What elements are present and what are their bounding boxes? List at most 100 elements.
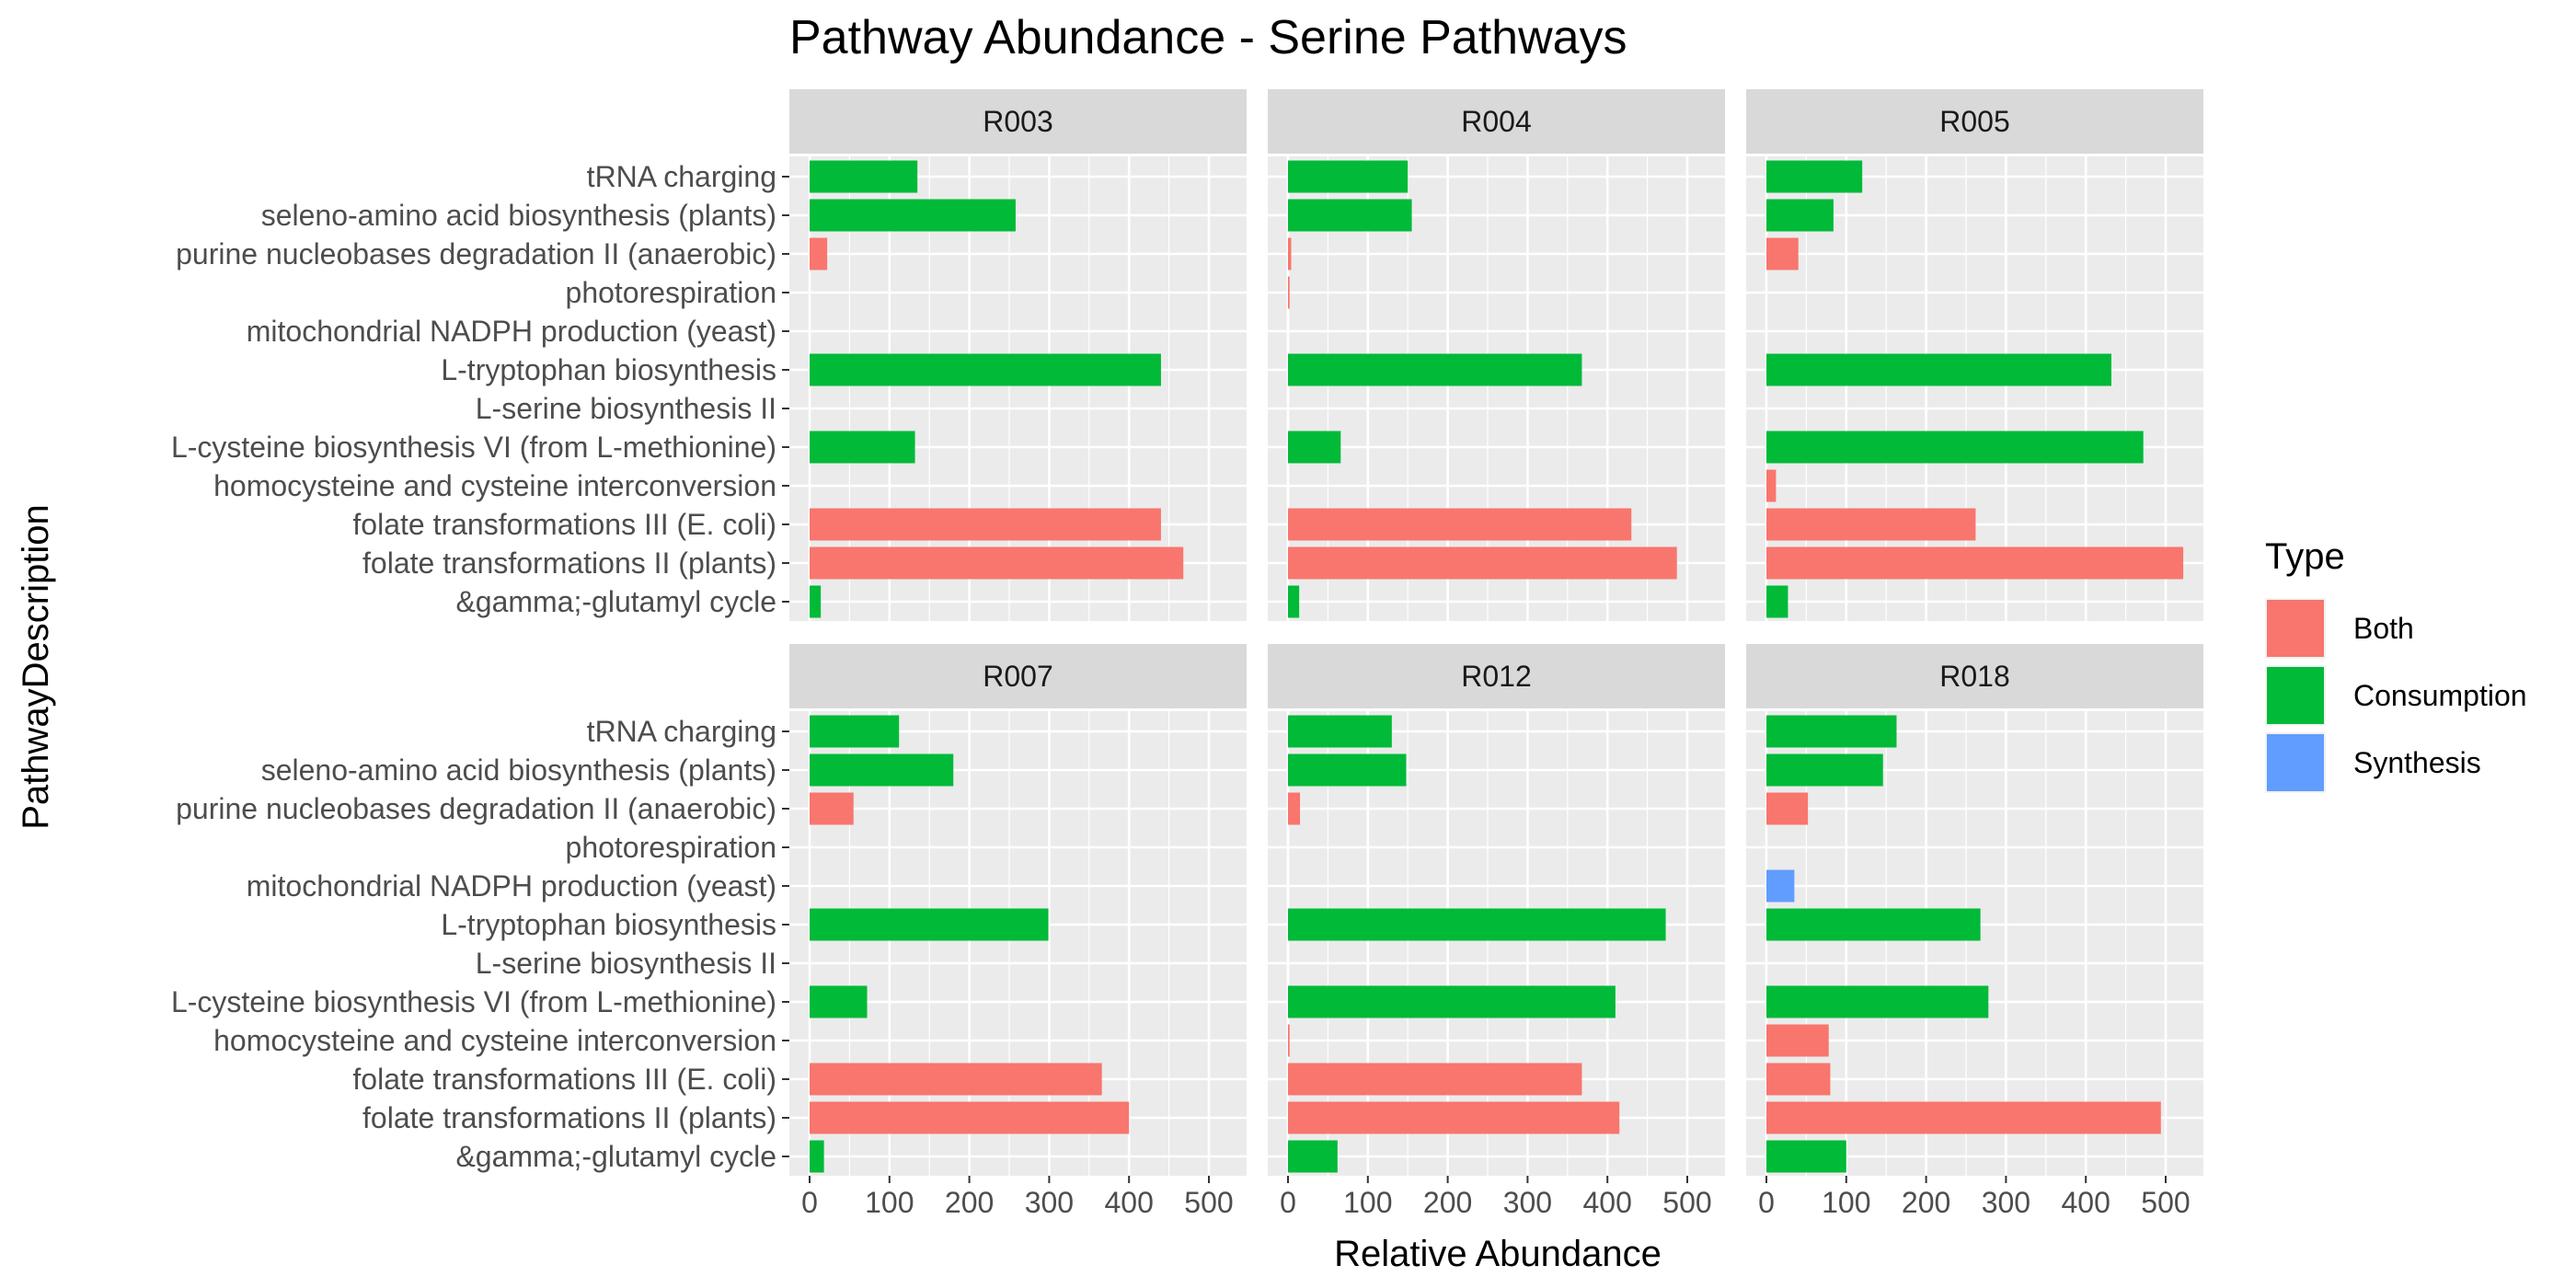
- bar-folate-transformations-ii-plants: [1288, 546, 1677, 580]
- plot-background: [1268, 156, 1725, 621]
- bar-trna-charging: [1288, 160, 1409, 193]
- bar-gamma-glutamyl-cycle: [1766, 585, 1788, 618]
- y-tick-label: L-tryptophan biosynthesis: [441, 908, 776, 941]
- bar-l-cysteine-biosynthesis-vi-from-l-methionine: [1288, 985, 1616, 1018]
- y-tick-label: folate transformations III (E. coli): [352, 508, 776, 541]
- y-tick-label: mitochondrial NADPH production (yeast): [247, 869, 776, 903]
- strip-label: R018: [1939, 660, 2010, 693]
- y-tick-label: tRNA charging: [587, 715, 776, 748]
- bar-l-tryptophan-biosynthesis: [1766, 353, 2111, 386]
- x-tick-label: 500: [2141, 1186, 2190, 1219]
- plot-background: [1746, 711, 2203, 1176]
- plot-background: [789, 156, 1247, 621]
- bar-seleno-amino-acid-biosynthesis-plants: [1288, 753, 1407, 787]
- bar-seleno-amino-acid-biosynthesis-plants: [1766, 199, 1834, 232]
- x-tick-label: 200: [1423, 1186, 1472, 1219]
- bar-purine-nucleobases-degradation-ii-anaerobic: [810, 792, 854, 825]
- bar-folate-transformations-iii-e-coli: [1288, 508, 1632, 541]
- panel-r004: R004: [1268, 89, 1725, 621]
- y-tick-label: &gamma;-glutamyl cycle: [455, 585, 776, 618]
- x-tick-label: 400: [1583, 1186, 1632, 1219]
- bar-folate-transformations-iii-e-coli: [1766, 1063, 1831, 1096]
- bar-gamma-glutamyl-cycle: [1766, 1140, 1846, 1173]
- plot-background: [1268, 711, 1725, 1176]
- y-tick-label: L-tryptophan biosynthesis: [441, 353, 776, 386]
- bar-folate-transformations-ii-plants: [1766, 546, 2184, 580]
- y-tick-label: L-serine biosynthesis II: [476, 947, 776, 980]
- facet-panels: R003 tRNA charging seleno-amino acid biosy…: [171, 89, 2203, 1219]
- strip-label: R003: [983, 105, 1053, 138]
- y-tick-label: photorespiration: [566, 276, 776, 309]
- x-tick-label: 0: [1280, 1186, 1296, 1219]
- bar-folate-transformations-iii-e-coli: [810, 1063, 1102, 1096]
- bar-trna-charging: [1288, 715, 1392, 748]
- y-axis-title: PathwayDescription: [16, 504, 56, 830]
- strip-background: [1268, 644, 1725, 708]
- chart-title: Pathway Abundance - Serine Pathways: [789, 11, 1627, 64]
- bar-homocysteine-and-cysteine-interconversion: [1766, 1024, 1829, 1057]
- x-tick-label: 0: [801, 1186, 818, 1219]
- panel-r018: R018 0 100 200 300 400 500: [1746, 644, 2203, 1219]
- x-tick-label: 300: [1503, 1186, 1552, 1219]
- panel-r007: R007 tRNA charging seleno-amino acid biosy…: [171, 644, 1247, 1219]
- bar-purine-nucleobases-degradation-ii-anaerobic: [1288, 237, 1292, 270]
- y-tick-label: mitochondrial NADPH production (yeast): [247, 315, 776, 348]
- y-tick-label: folate transformations III (E. coli): [352, 1063, 776, 1096]
- bar-purine-nucleobases-degradation-ii-anaerobic: [1766, 792, 1809, 825]
- y-tick-label: purine nucleobases degradation II (anaer…: [176, 237, 776, 270]
- legend-swatch-both: [2267, 600, 2324, 657]
- bar-mitochondrial-nadph-production-yeast: [1766, 869, 1795, 903]
- y-tick-label: seleno-amino acid biosynthesis (plants): [261, 753, 776, 787]
- bar-gamma-glutamyl-cycle: [1288, 1140, 1338, 1173]
- strip-background: [1746, 644, 2203, 708]
- panel-r003: R003 tRNA charging seleno-amino acid biosy…: [171, 89, 1247, 621]
- bar-l-tryptophan-biosynthesis: [1288, 908, 1666, 941]
- bar-homocysteine-and-cysteine-interconversion: [1766, 469, 1777, 502]
- legend-swatch-consumption: [2267, 667, 2324, 724]
- plot-background: [1746, 156, 2203, 621]
- bar-l-tryptophan-biosynthesis: [810, 353, 1161, 386]
- bar-seleno-amino-acid-biosynthesis-plants: [810, 753, 954, 787]
- panel-r012: R012 0 100 200 300 400 500: [1268, 644, 1725, 1219]
- x-tick-label: 400: [2062, 1186, 2110, 1219]
- x-tick-label: 100: [1822, 1186, 1870, 1219]
- legend-swatch-synthesis: [2267, 734, 2324, 791]
- bar-l-cysteine-biosynthesis-vi-from-l-methionine: [1766, 985, 1989, 1018]
- bar-folate-transformations-ii-plants: [1288, 1101, 1620, 1134]
- bar-l-tryptophan-biosynthesis: [1766, 908, 1981, 941]
- plot-background: [789, 711, 1247, 1176]
- bar-seleno-amino-acid-biosynthesis-plants: [810, 199, 1016, 232]
- legend-label-synthesis: Synthesis: [2353, 746, 2481, 779]
- x-tick-label: 200: [1902, 1186, 1950, 1219]
- strip-background: [1746, 89, 2203, 154]
- strip-background: [789, 89, 1247, 154]
- bar-trna-charging: [1766, 160, 1863, 193]
- bar-purine-nucleobases-degradation-ii-anaerobic: [810, 237, 828, 270]
- y-tick-label: folate transformations II (plants): [362, 546, 776, 580]
- bar-gamma-glutamyl-cycle: [810, 1140, 824, 1173]
- y-tick-label: L-cysteine biosynthesis VI (from L-methi…: [171, 985, 776, 1018]
- bar-l-tryptophan-biosynthesis: [810, 908, 1049, 941]
- bar-folate-transformations-iii-e-coli: [1288, 1063, 1582, 1096]
- bar-trna-charging: [810, 160, 918, 193]
- bar-l-cysteine-biosynthesis-vi-from-l-methionine: [810, 985, 868, 1018]
- strip-background: [789, 644, 1247, 708]
- y-tick-label: seleno-amino acid biosynthesis (plants): [261, 199, 776, 232]
- y-tick-label: &gamma;-glutamyl cycle: [455, 1140, 776, 1173]
- y-tick-label: homocysteine and cysteine interconversio…: [213, 469, 776, 502]
- strip-label: R005: [1939, 105, 2010, 138]
- bar-l-cysteine-biosynthesis-vi-from-l-methionine: [810, 431, 915, 464]
- bar-seleno-amino-acid-biosynthesis-plants: [1766, 753, 1883, 787]
- bar-homocysteine-and-cysteine-interconversion: [1288, 1024, 1290, 1057]
- y-tick-label: L-serine biosynthesis II: [476, 392, 776, 425]
- y-tick-label: tRNA charging: [587, 160, 776, 193]
- x-axis-title: Relative Abundance: [1334, 1234, 1662, 1274]
- bar-purine-nucleobases-degradation-ii-anaerobic: [1766, 237, 1799, 270]
- x-tick-label: 200: [945, 1186, 994, 1219]
- bar-folate-transformations-ii-plants: [1766, 1101, 2161, 1134]
- bar-seleno-amino-acid-biosynthesis-plants: [1288, 199, 1412, 232]
- bar-folate-transformations-iii-e-coli: [810, 508, 1161, 541]
- y-tick-label: folate transformations II (plants): [362, 1101, 776, 1134]
- x-tick-label: 0: [1758, 1186, 1775, 1219]
